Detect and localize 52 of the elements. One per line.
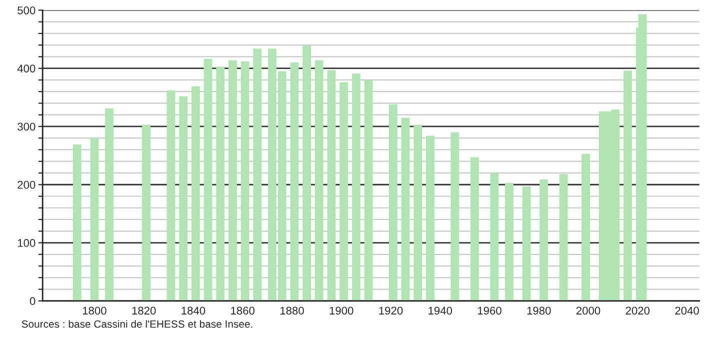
bar — [559, 174, 568, 301]
x-tick-label: 1880 — [280, 306, 304, 315]
bar — [470, 157, 479, 301]
y-tick-label: 300 — [18, 122, 36, 131]
bar — [142, 124, 150, 301]
bar — [352, 74, 360, 301]
bar — [166, 90, 176, 301]
bar — [414, 124, 422, 301]
bar — [240, 61, 250, 301]
bar — [540, 179, 548, 301]
bar — [505, 182, 514, 301]
bar — [72, 144, 82, 301]
x-tick-label: 2020 — [626, 306, 650, 315]
bar — [290, 62, 299, 301]
bar — [389, 104, 398, 301]
bar — [253, 48, 262, 301]
x-tick-label: 1920 — [379, 306, 403, 315]
bar — [450, 132, 460, 301]
bar — [228, 60, 237, 301]
x-tick-label: 1900 — [330, 306, 354, 315]
bar — [426, 136, 434, 301]
y-tick-label: 200 — [18, 180, 36, 189]
bar — [327, 70, 336, 301]
y-tick-label: 100 — [18, 239, 36, 247]
bar — [340, 82, 348, 301]
bar — [364, 80, 373, 301]
bar — [401, 118, 410, 301]
bar — [582, 154, 590, 301]
x-tick-label: 1800 — [82, 306, 106, 315]
bar — [204, 59, 212, 301]
bar — [179, 96, 188, 301]
bar — [302, 46, 311, 301]
x-tick-label: 2040 — [675, 306, 699, 315]
y-tick-label: 500 — [18, 6, 36, 14]
bar — [522, 186, 531, 301]
y-tick-label: 0 — [30, 297, 36, 306]
bar — [624, 70, 632, 301]
bar — [105, 108, 114, 301]
x-tick-label: 2000 — [576, 306, 600, 315]
x-tick-label: 1840 — [182, 306, 206, 315]
x-tick-label: 1940 — [428, 306, 452, 315]
bar — [191, 86, 200, 301]
bar — [90, 138, 99, 301]
x-tick-label: 1820 — [132, 306, 156, 315]
y-tick-label: 400 — [17, 64, 36, 72]
bar — [490, 172, 499, 301]
source-note: Sources : base Cassini de l'EHESS et base Insee. — [22, 320, 252, 328]
bar — [216, 66, 225, 301]
x-tick-label: 1980 — [527, 306, 551, 315]
x-tick-label: 1860 — [231, 306, 255, 315]
x-tick-label: 1960 — [478, 306, 502, 315]
bar — [314, 60, 324, 301]
